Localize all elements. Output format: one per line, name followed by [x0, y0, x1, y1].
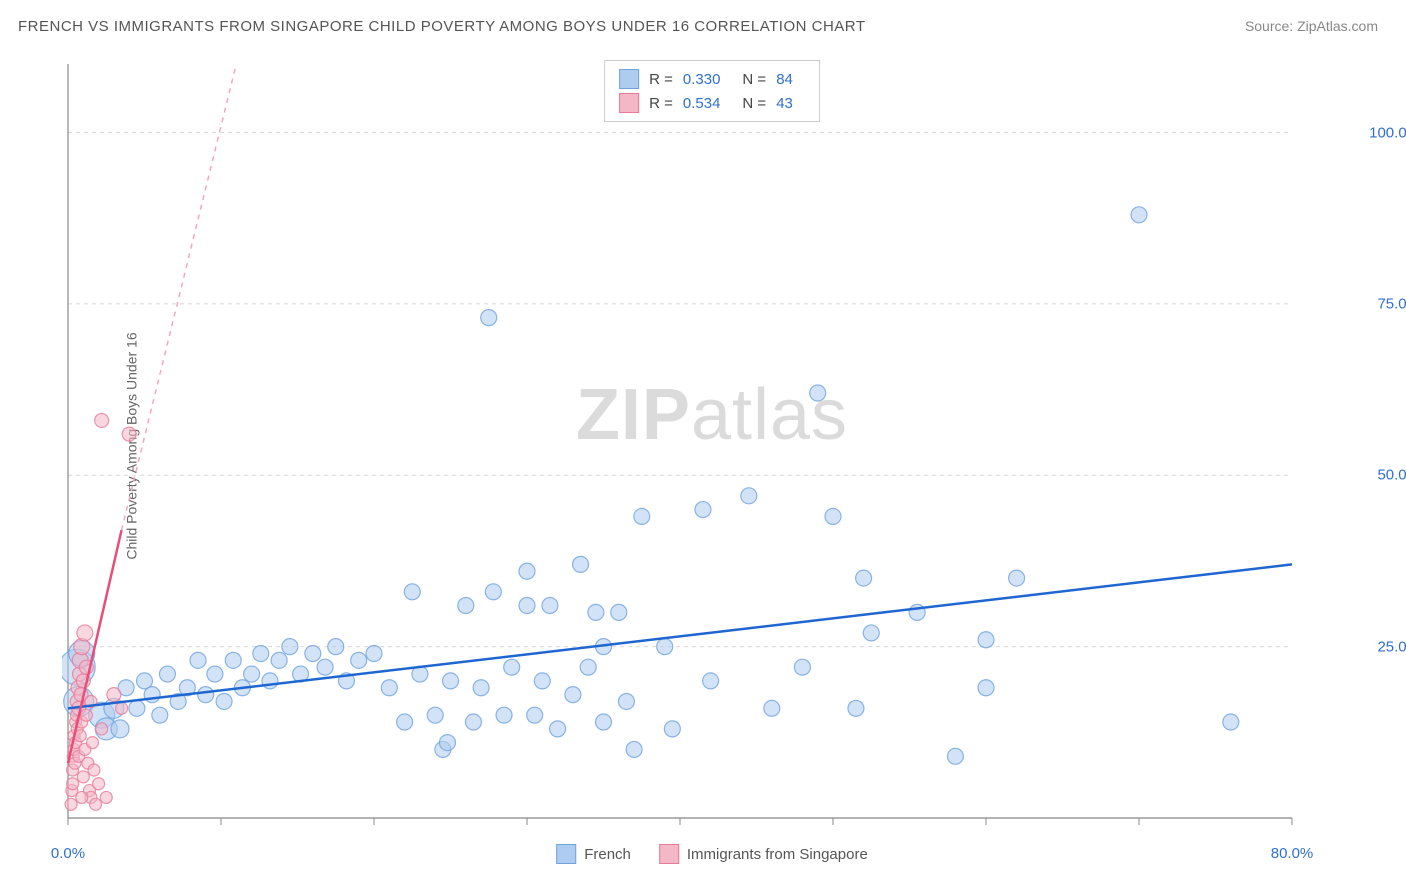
x-tick-label: 0.0%	[51, 845, 85, 862]
bottom-legend: French Immigrants from Singapore	[556, 844, 868, 864]
legend-swatch-1	[659, 844, 679, 864]
legend-item-0: French	[556, 844, 631, 864]
r-value-1: 0.534	[683, 95, 721, 112]
legend-label-0: French	[584, 846, 631, 863]
legend-item-1: Immigrants from Singapore	[659, 844, 868, 864]
stats-row-1: R = 0.534 N = 43	[619, 91, 805, 115]
x-tick-label: 80.0%	[1271, 845, 1314, 862]
n-value-1: 43	[776, 95, 793, 112]
legend-label-1: Immigrants from Singapore	[687, 846, 868, 863]
r-label-1: R =	[649, 95, 673, 112]
y-tick-label: 25.0%	[1377, 638, 1406, 655]
n-label-1: N =	[742, 95, 766, 112]
n-label-0: N =	[742, 71, 766, 88]
source-attribution: Source: ZipAtlas.com	[1245, 18, 1378, 34]
stats-swatch-1	[619, 93, 639, 113]
r-label-0: R =	[649, 71, 673, 88]
n-value-0: 84	[776, 71, 793, 88]
chart-title: FRENCH VS IMMIGRANTS FROM SINGAPORE CHIL…	[18, 18, 866, 35]
y-tick-label: 50.0%	[1377, 467, 1406, 484]
stats-legend: R = 0.330 N = 84 R = 0.534 N = 43	[604, 60, 820, 122]
y-tick-label: 100.0%	[1369, 124, 1406, 141]
r-value-0: 0.330	[683, 71, 721, 88]
header: FRENCH VS IMMIGRANTS FROM SINGAPORE CHIL…	[0, 0, 1406, 49]
y-tick-label: 75.0%	[1377, 295, 1406, 312]
chart-area: Child Poverty Among Boys Under 16 ZIPatl…	[62, 56, 1362, 836]
stats-row-0: R = 0.330 N = 84	[619, 67, 805, 91]
legend-swatch-0	[556, 844, 576, 864]
scatter-plot	[62, 56, 1362, 836]
stats-swatch-0	[619, 69, 639, 89]
